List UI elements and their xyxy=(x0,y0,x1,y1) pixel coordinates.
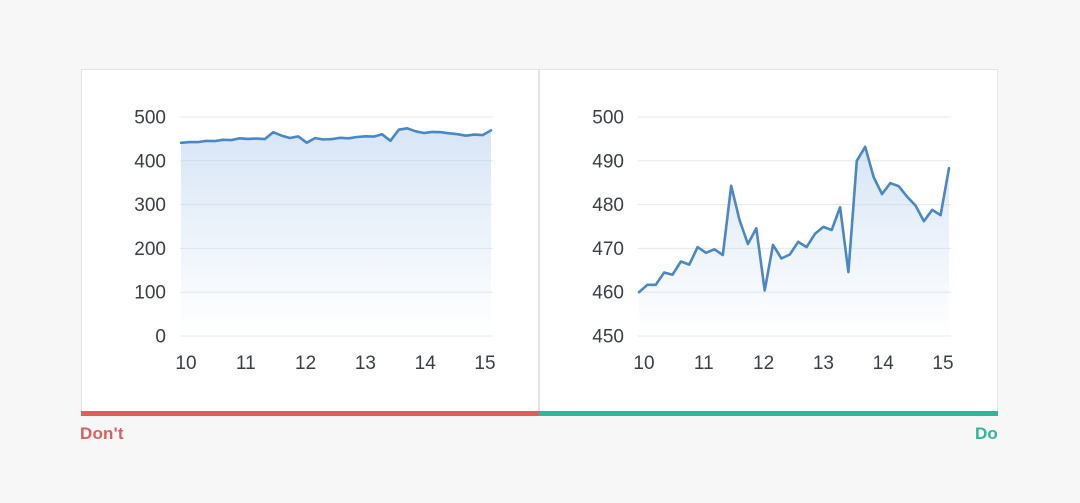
y-tick-label: 490 xyxy=(592,151,624,172)
x-tick-label: 13 xyxy=(355,353,376,374)
y-tick-label: 300 xyxy=(134,195,166,216)
y-tick-label: 460 xyxy=(592,283,624,304)
y-tick-label: 450 xyxy=(592,327,624,348)
series-area xyxy=(639,146,949,336)
dont-chart-svg: 500 400 300 200 100 0 10 11 12 13 14 15 xyxy=(134,108,495,375)
x-tick-label: 10 xyxy=(175,353,196,374)
y-tick-label: 100 xyxy=(134,283,166,304)
series-line xyxy=(179,127,493,145)
dont-label: Don't xyxy=(80,424,124,443)
y-tick-label: 400 xyxy=(134,151,166,172)
series-area xyxy=(181,128,491,336)
x-tick-label: 13 xyxy=(813,353,834,374)
do-chart-card: 500 490 480 470 460 450 10 11 12 13 14 15 xyxy=(539,69,998,411)
y-tick-label: 500 xyxy=(134,108,166,129)
y-tick-label: 480 xyxy=(592,195,624,216)
y-tick-label: 500 xyxy=(592,108,624,129)
x-tick-label: 14 xyxy=(415,353,437,374)
series-line xyxy=(637,145,951,294)
y-tick-label: 0 xyxy=(155,327,166,348)
do-label: Do xyxy=(974,424,998,443)
x-tick-label: 15 xyxy=(474,353,495,374)
x-tick-label: 15 xyxy=(932,353,953,374)
dont-chart-card: 500 400 300 200 100 0 10 11 12 13 14 15 xyxy=(81,69,539,411)
x-tick-label: 11 xyxy=(236,353,256,374)
do-chart-svg: 500 490 480 470 460 450 10 11 12 13 14 15 xyxy=(592,108,953,375)
x-tick-label: 12 xyxy=(295,353,316,374)
y-tick-label: 200 xyxy=(134,239,166,260)
do-underline-bar xyxy=(539,411,998,416)
x-tick-label: 12 xyxy=(753,353,774,374)
dont-underline-bar xyxy=(81,411,539,416)
x-tick-label: 11 xyxy=(694,353,714,374)
x-tick-label: 10 xyxy=(633,353,654,374)
x-tick-label: 14 xyxy=(873,353,895,374)
y-tick-label: 470 xyxy=(592,239,624,260)
